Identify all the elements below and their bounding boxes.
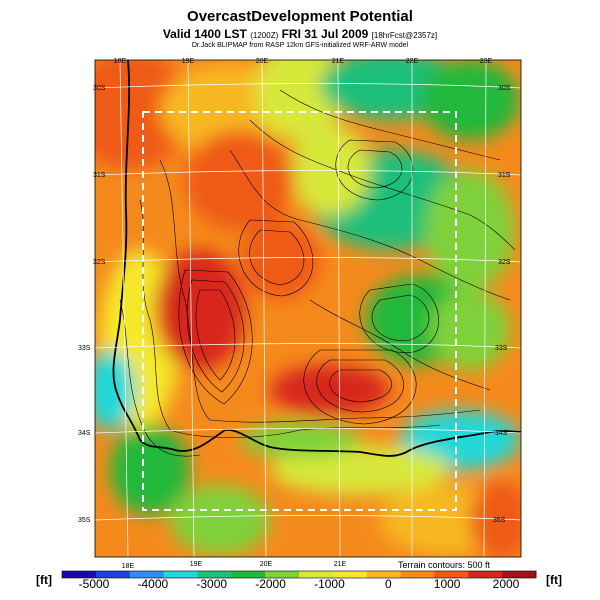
lon-labels-bottom: 18E 19E 20E 21E xyxy=(122,561,347,570)
colorbar-swatch xyxy=(366,571,402,578)
colorbar-swatch xyxy=(265,571,300,578)
colorbar-swatch xyxy=(400,571,435,578)
lat-labels-right: 30S 31S 32S 33S 34S 35S xyxy=(493,85,511,524)
colorbar-swatch xyxy=(332,571,368,578)
lon-label: 19E xyxy=(190,561,203,568)
lat-label: 32S xyxy=(93,259,106,266)
lat-label: 33S xyxy=(495,345,508,352)
valid-time: Valid 1400 LST (1200Z) FRI 31 Jul 2009 [… xyxy=(0,27,600,41)
colorbar-tick-label: -1000 xyxy=(314,577,345,591)
lat-label: 32S xyxy=(498,259,511,266)
colorbar-tick-label: -2000 xyxy=(255,577,286,591)
colorbar-swatch xyxy=(231,571,266,578)
lon-label: 18E xyxy=(114,58,127,65)
valid-date: FRI 31 Jul 2009 xyxy=(281,27,369,41)
colorbar-tick-label: -4000 xyxy=(137,577,169,591)
lon-label: 22E xyxy=(406,58,419,65)
colorbar-tick-label: 1000 xyxy=(433,577,461,591)
lat-label: 34S xyxy=(78,430,91,437)
unit-left: [ft] xyxy=(36,573,52,587)
lon-labels-top: 18E 19E 20E 21E 22E 23E xyxy=(114,58,493,65)
lat-labels-left: 30S 31S 32S 33S 34S 35S xyxy=(78,85,106,524)
lon-label: 23E xyxy=(480,58,493,65)
field-blobs xyxy=(95,60,521,557)
forecast-tag: [18hrFcst@2357z] xyxy=(371,31,438,40)
terrain-note: Terrain contours: 500 ft xyxy=(398,560,491,570)
lon-label: 19E xyxy=(182,58,195,65)
colorbar-tick-label: 0 xyxy=(384,577,392,591)
lat-label: 35S xyxy=(78,517,91,524)
colorbar-swatch xyxy=(502,571,537,578)
colorbar-swatch xyxy=(62,571,97,578)
colorbar-swatch xyxy=(129,571,165,578)
field-layer xyxy=(95,60,521,557)
lat-label: 30S xyxy=(93,85,106,92)
lat-label: 33S xyxy=(78,345,91,352)
lat-label: 30S xyxy=(498,85,511,92)
colorbar-tick-label: -3000 xyxy=(196,577,228,591)
lon-label: 20E xyxy=(256,58,269,65)
lon-label: 21E xyxy=(334,561,347,568)
coastline xyxy=(112,60,521,457)
lon-label: 18E xyxy=(122,563,135,570)
valid-prefix: Valid 1400 LST xyxy=(162,27,247,41)
inner-domain-box xyxy=(142,111,457,511)
lon-label: 21E xyxy=(332,58,345,65)
lon-label: 20E xyxy=(260,561,273,568)
colorbar-tick-label: -5000 xyxy=(78,577,110,591)
colorbar-tick-label: 2000 xyxy=(492,577,520,591)
colorbar-swatch xyxy=(468,571,503,578)
chart-title: OvercastDevelopment Potential xyxy=(187,8,413,25)
map-frame xyxy=(94,59,522,558)
valid-code: (1200Z) xyxy=(250,31,279,40)
lat-label: 34S xyxy=(495,430,508,437)
colorbar-swatch xyxy=(95,571,131,578)
colorbar-swatch xyxy=(163,571,198,578)
colorbar-swatch xyxy=(434,571,469,578)
graticule xyxy=(95,60,521,557)
colorbar-swatch xyxy=(197,571,232,578)
model-credit: Dr.Jack BLIPMAP from RASP 12km GFS-initi… xyxy=(191,42,409,49)
colorbar xyxy=(61,570,537,579)
lat-label: 31S xyxy=(498,172,511,179)
lat-label: 31S xyxy=(93,172,106,179)
unit-right: [ft] xyxy=(546,573,562,587)
colorbar-frame xyxy=(61,570,537,579)
colorbar-swatch xyxy=(299,571,334,578)
lat-label: 35S xyxy=(493,517,506,524)
